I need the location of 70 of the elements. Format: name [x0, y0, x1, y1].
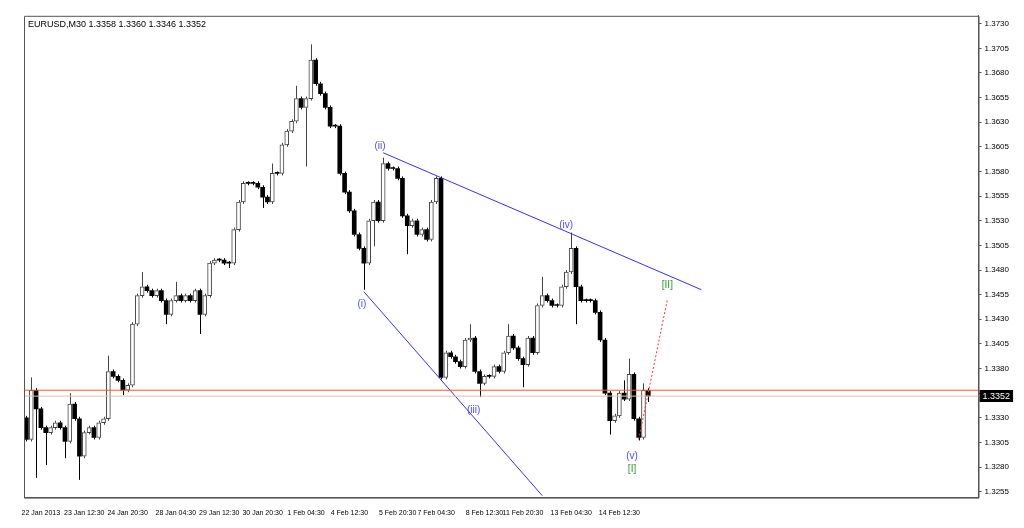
y-tick-label: 1.3405	[984, 339, 1010, 349]
candlestick	[298, 96, 304, 110]
candlestick	[457, 359, 463, 370]
candlestick	[144, 284, 150, 294]
candlestick	[48, 425, 53, 436]
candlestick	[612, 413, 617, 424]
y-tick-label: 1.3430	[984, 314, 1010, 324]
candlestick	[284, 128, 290, 148]
candlestick	[539, 276, 545, 308]
y-tick-label: 1.3305	[984, 437, 1010, 447]
candlestick	[433, 175, 439, 205]
candlestick	[501, 350, 507, 374]
annotation: (v)	[626, 449, 638, 461]
candlestick	[617, 390, 622, 419]
annotation: [II]	[661, 279, 674, 291]
y-tick-label: 1.3680	[984, 68, 1010, 78]
y-tick-label: 1.3455	[984, 289, 1010, 299]
candlestick	[53, 420, 58, 431]
candlestick	[294, 85, 299, 124]
candlestick	[96, 420, 102, 440]
y-tick-label: 1.3705	[984, 43, 1010, 53]
candlestick	[289, 118, 294, 134]
candlestick	[564, 269, 569, 290]
y-tick-label: 1.3530	[984, 215, 1010, 225]
y-tick-label: 1.3280	[984, 462, 1010, 472]
candlestick	[187, 293, 193, 304]
y-tick-label: 1.3655	[984, 92, 1010, 102]
candlestick	[424, 227, 429, 242]
annotation: (ii)	[374, 140, 386, 152]
y-tick-label: 1.3605	[984, 142, 1010, 152]
candlestick	[241, 180, 246, 205]
candlestick	[236, 199, 241, 233]
y-tick-label: 1.3480	[984, 265, 1010, 275]
y-tick-label: 1.3730	[984, 18, 1010, 28]
candlestick	[376, 199, 381, 224]
candlestick	[525, 335, 531, 368]
annotation: [I]	[627, 462, 637, 474]
candlestick	[443, 350, 449, 380]
candlestick	[366, 218, 372, 266]
candlestick	[207, 260, 212, 299]
chart-title: EURUSD,M30 1.3358 1.3360 1.3346 1.3352	[28, 18, 207, 29]
candlestick	[530, 335, 535, 356]
candlestick	[371, 199, 376, 247]
y-tick-label: 1.3555	[984, 191, 1010, 201]
candlestick	[482, 373, 487, 386]
candlestick	[506, 323, 511, 356]
y-tick-label: 1.3330	[984, 413, 1010, 422]
y-tick-label: 1.3380	[984, 363, 1010, 373]
candlestick	[130, 321, 135, 388]
annotation: (iii)	[466, 404, 481, 416]
candlestick	[419, 227, 425, 237]
y-tick-label: 1.3505	[984, 240, 1010, 250]
y-tick-label: 1.3580	[984, 166, 1010, 176]
candlestick	[486, 373, 492, 379]
y-tick-label: 1.3630	[984, 117, 1010, 127]
candlestick	[149, 288, 155, 299]
ref-line-label: 1.3352	[982, 390, 1011, 401]
annotation: (i)	[357, 298, 367, 310]
candlestick	[231, 227, 237, 266]
annotation: (iv)	[559, 218, 574, 230]
candlestick	[245, 180, 251, 186]
candlestick	[81, 430, 87, 459]
candlestick	[269, 163, 275, 205]
candlestick	[202, 293, 208, 317]
candlestick	[28, 376, 34, 442]
candlestick	[101, 416, 106, 426]
y-tick-label: 1.3255	[984, 486, 1010, 496]
candlestick	[134, 293, 140, 327]
candlestick	[106, 355, 111, 422]
candlestick	[510, 333, 516, 351]
